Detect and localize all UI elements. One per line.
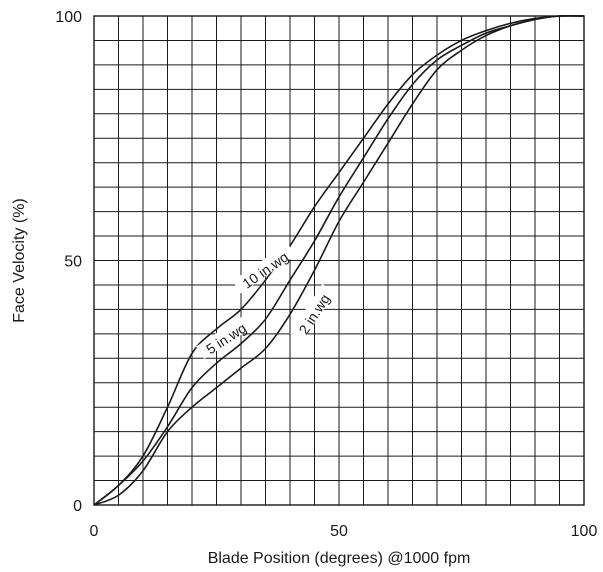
curve-series-3	[93, 14, 585, 506]
x-tick-label: 0	[90, 523, 99, 540]
y-axis-title: Face Velocity (%)	[11, 198, 28, 322]
y-tick-label: 100	[55, 9, 82, 26]
curves	[93, 14, 585, 506]
y-tick-labels: 0 50 100	[55, 9, 82, 515]
curve-label-group: 2 in.wg	[289, 284, 335, 342]
plot-frame	[93, 15, 585, 506]
y-tick-label: 0	[73, 498, 82, 515]
curve-label-group: 10 in.wg	[232, 242, 296, 294]
curve-series-1	[93, 15, 585, 506]
curve-label: 5 in.wg	[203, 320, 249, 358]
curve-label-background	[232, 242, 296, 294]
x-tick-labels: 0 50 100	[90, 523, 598, 540]
y-tick-label: 50	[64, 254, 82, 271]
curve-label-background	[196, 314, 254, 360]
x-axis-title: Blade Position (degrees) @1000 fpm	[208, 550, 471, 567]
x-tick-label: 100	[571, 523, 598, 540]
curve-label-background	[289, 284, 335, 342]
x-tick-label: 50	[330, 523, 348, 540]
